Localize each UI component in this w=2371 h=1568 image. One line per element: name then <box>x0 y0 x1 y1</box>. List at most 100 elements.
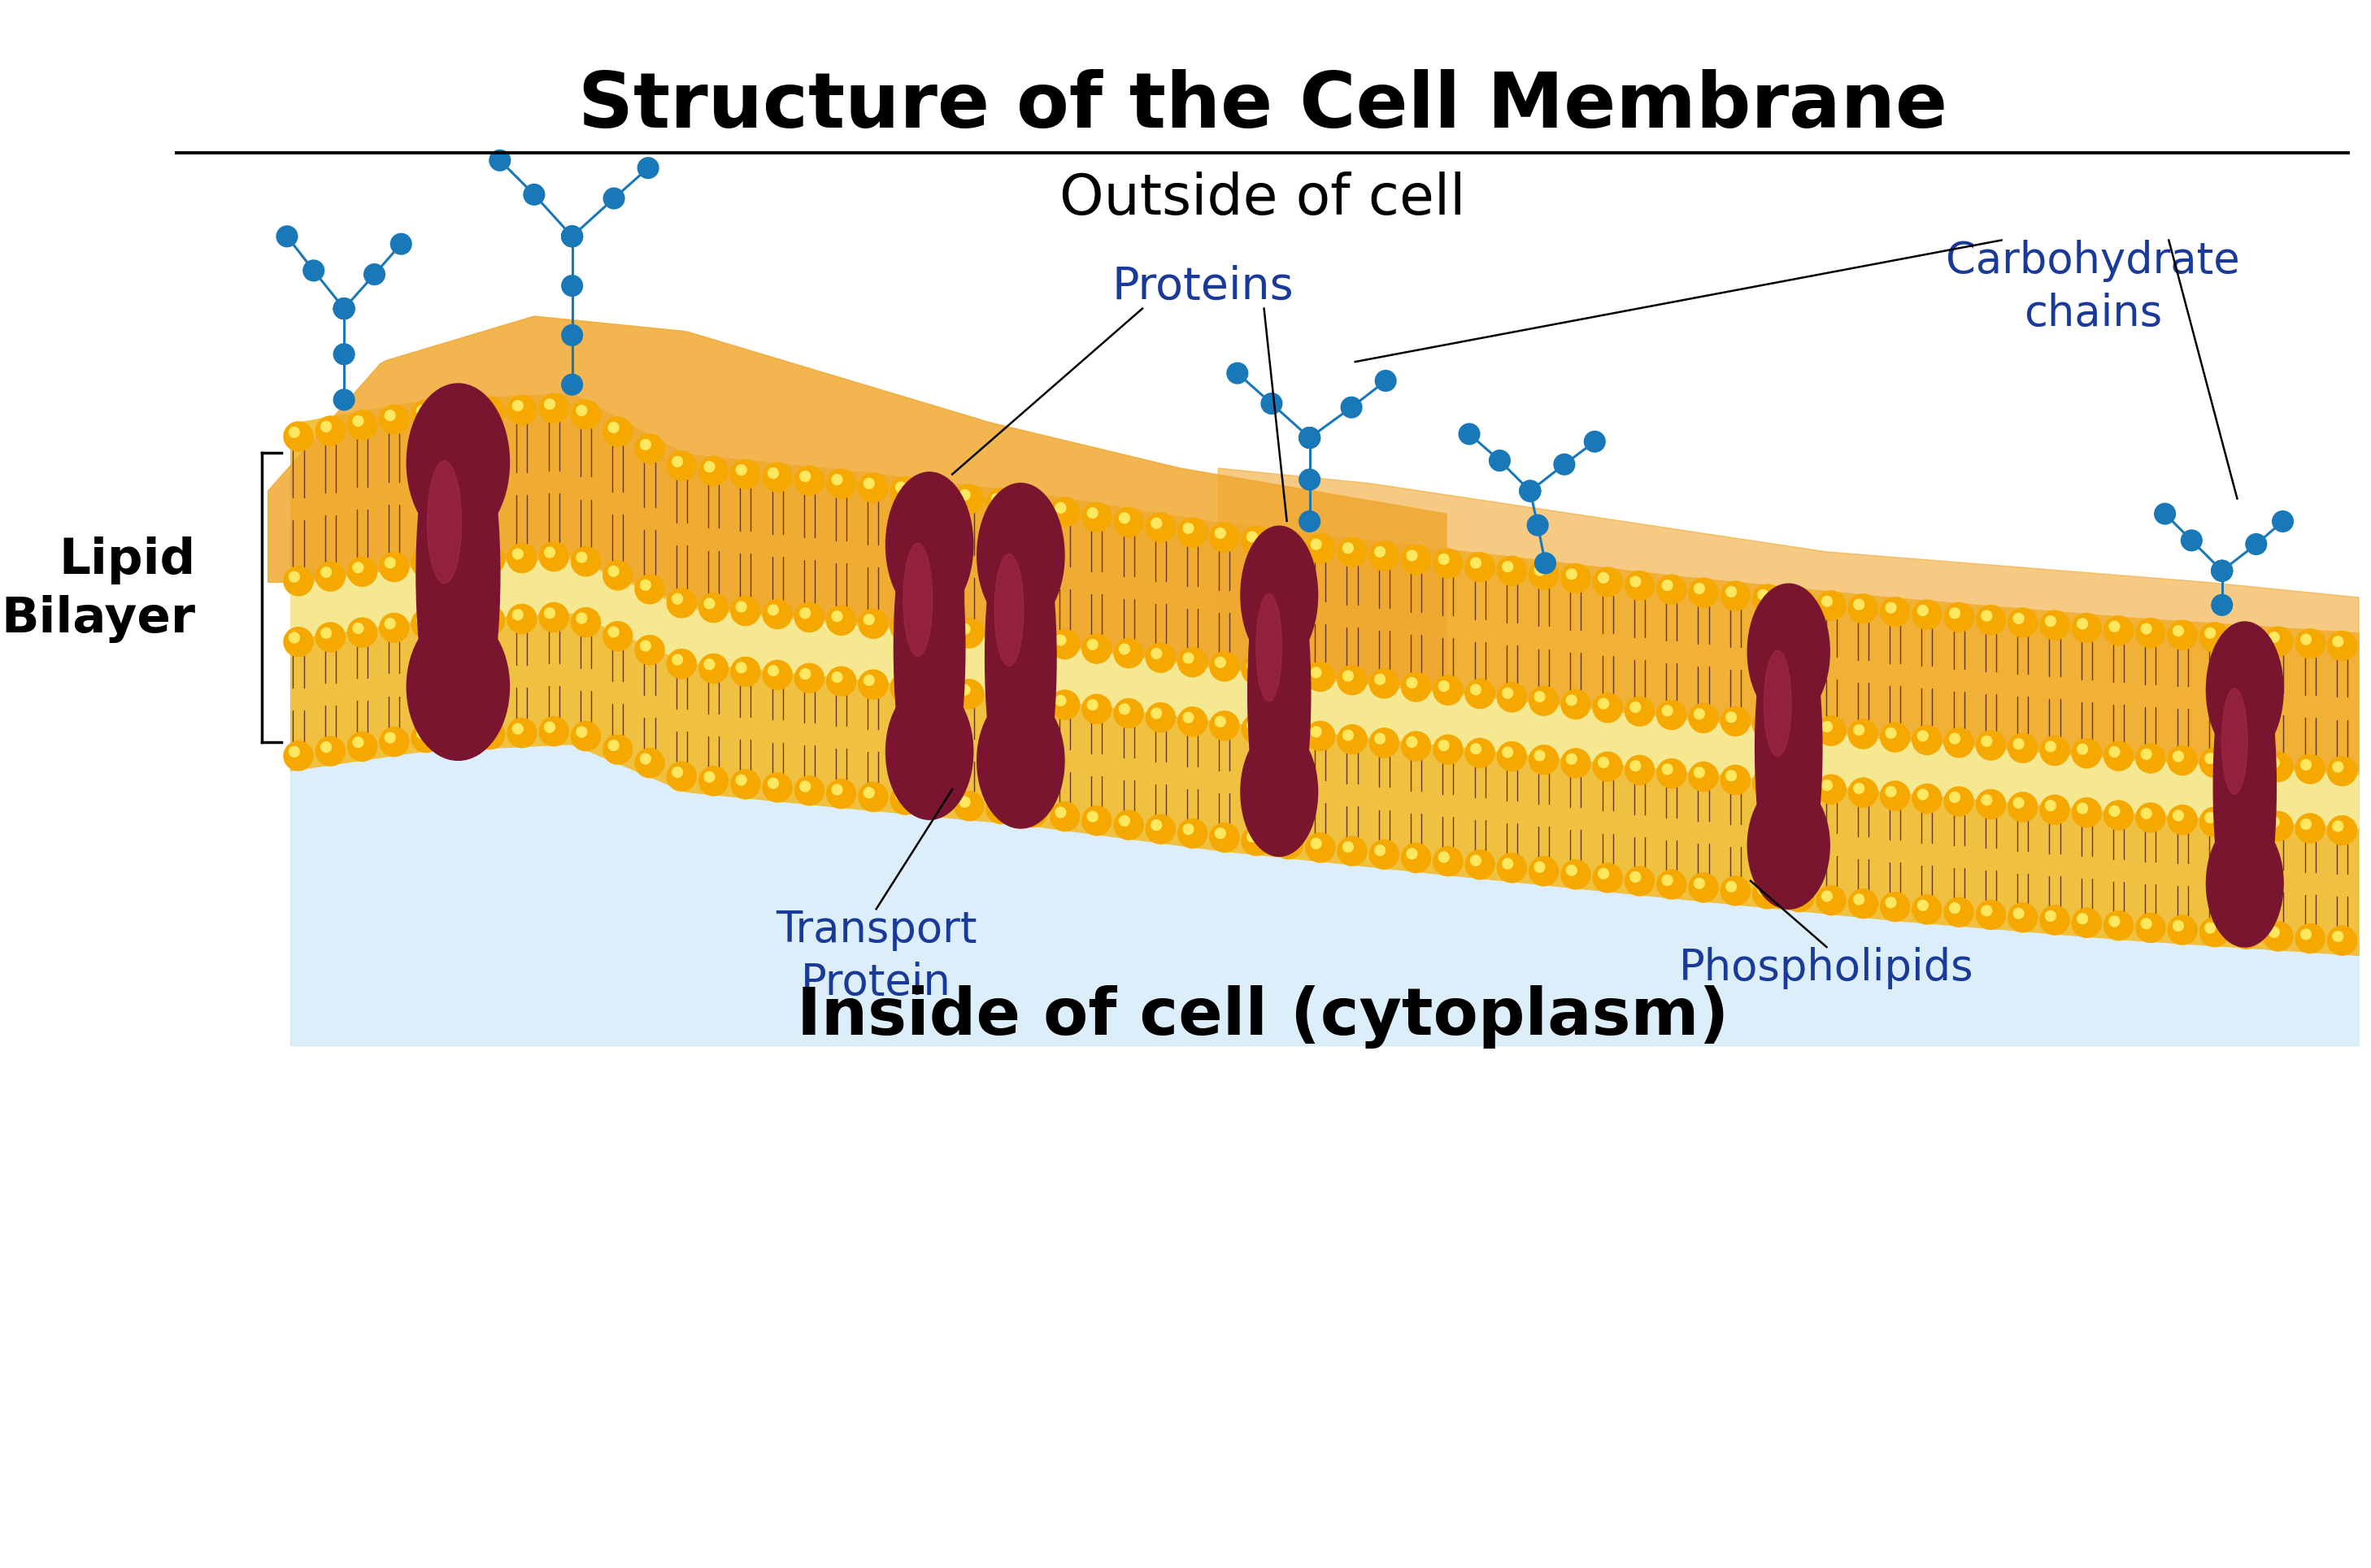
Circle shape <box>2103 911 2134 941</box>
Circle shape <box>1629 575 1641 588</box>
Circle shape <box>417 613 427 626</box>
Circle shape <box>1657 574 1686 605</box>
Circle shape <box>1458 423 1480 445</box>
Circle shape <box>2326 756 2357 786</box>
Circle shape <box>1783 881 1814 913</box>
Circle shape <box>2039 735 2070 765</box>
Circle shape <box>1783 586 1814 618</box>
Ellipse shape <box>977 693 1065 828</box>
Circle shape <box>958 684 970 696</box>
Circle shape <box>289 426 301 437</box>
Circle shape <box>379 726 410 757</box>
Circle shape <box>2205 627 2217 638</box>
Circle shape <box>1662 580 1674 591</box>
Circle shape <box>417 554 427 564</box>
Circle shape <box>1055 806 1067 818</box>
Circle shape <box>1501 858 1513 870</box>
Circle shape <box>1880 781 1911 811</box>
Circle shape <box>346 731 377 762</box>
Circle shape <box>507 718 538 748</box>
Circle shape <box>2236 629 2248 641</box>
Circle shape <box>1496 742 1527 771</box>
Circle shape <box>640 439 652 450</box>
Circle shape <box>671 767 683 778</box>
Circle shape <box>2245 533 2267 555</box>
Circle shape <box>1178 707 1207 737</box>
Circle shape <box>1918 731 1928 742</box>
Circle shape <box>1055 635 1067 646</box>
Circle shape <box>2039 610 2070 640</box>
Circle shape <box>1721 875 1750 906</box>
Circle shape <box>825 666 856 696</box>
Ellipse shape <box>1247 532 1311 855</box>
Circle shape <box>562 325 583 347</box>
Circle shape <box>1214 527 1226 539</box>
Circle shape <box>1432 847 1463 877</box>
Circle shape <box>699 765 728 797</box>
Circle shape <box>1311 666 1323 679</box>
Circle shape <box>1183 522 1195 535</box>
Circle shape <box>666 649 697 679</box>
Circle shape <box>602 621 633 651</box>
Ellipse shape <box>1257 594 1283 701</box>
Circle shape <box>2262 751 2293 782</box>
Circle shape <box>384 732 396 743</box>
Circle shape <box>1465 679 1496 709</box>
Circle shape <box>991 800 1003 811</box>
Circle shape <box>303 260 325 282</box>
Circle shape <box>1520 480 1541 502</box>
Circle shape <box>986 621 1017 652</box>
Circle shape <box>1911 784 1942 814</box>
Circle shape <box>2153 503 2177 525</box>
Circle shape <box>602 187 626 210</box>
Circle shape <box>958 489 970 500</box>
Circle shape <box>2072 797 2101 828</box>
Circle shape <box>1401 544 1432 575</box>
Circle shape <box>1081 502 1112 533</box>
Circle shape <box>1432 734 1463 765</box>
Circle shape <box>858 782 889 812</box>
Circle shape <box>576 552 588 563</box>
Circle shape <box>991 687 1003 699</box>
Circle shape <box>1949 607 1961 619</box>
Circle shape <box>1885 897 1897 908</box>
Circle shape <box>1055 695 1067 707</box>
Circle shape <box>704 461 716 472</box>
Circle shape <box>1598 698 1610 709</box>
Ellipse shape <box>887 684 972 820</box>
Circle shape <box>1757 715 1769 726</box>
Circle shape <box>2231 809 2262 839</box>
Circle shape <box>474 397 505 426</box>
Circle shape <box>794 776 825 806</box>
Circle shape <box>1470 557 1482 569</box>
Circle shape <box>1721 580 1750 612</box>
Circle shape <box>346 557 377 586</box>
Circle shape <box>1918 789 1928 800</box>
Circle shape <box>479 550 491 561</box>
Circle shape <box>410 723 441 753</box>
Circle shape <box>699 593 728 622</box>
Circle shape <box>922 615 953 646</box>
Circle shape <box>1178 517 1207 547</box>
Circle shape <box>730 657 761 687</box>
Circle shape <box>1565 695 1577 706</box>
Circle shape <box>507 604 538 633</box>
Circle shape <box>927 485 939 497</box>
Circle shape <box>1183 823 1195 836</box>
Circle shape <box>332 298 356 320</box>
Circle shape <box>927 619 939 632</box>
Ellipse shape <box>977 483 1065 627</box>
Circle shape <box>562 274 583 296</box>
Ellipse shape <box>2207 622 2283 757</box>
Circle shape <box>1304 662 1335 691</box>
Circle shape <box>768 665 780 676</box>
Circle shape <box>991 627 1003 638</box>
Circle shape <box>1375 732 1385 745</box>
Circle shape <box>512 608 524 621</box>
Circle shape <box>863 478 875 489</box>
Circle shape <box>443 546 474 577</box>
Circle shape <box>1278 834 1290 845</box>
Circle shape <box>2333 760 2343 773</box>
Circle shape <box>443 607 474 637</box>
Circle shape <box>1299 426 1321 448</box>
